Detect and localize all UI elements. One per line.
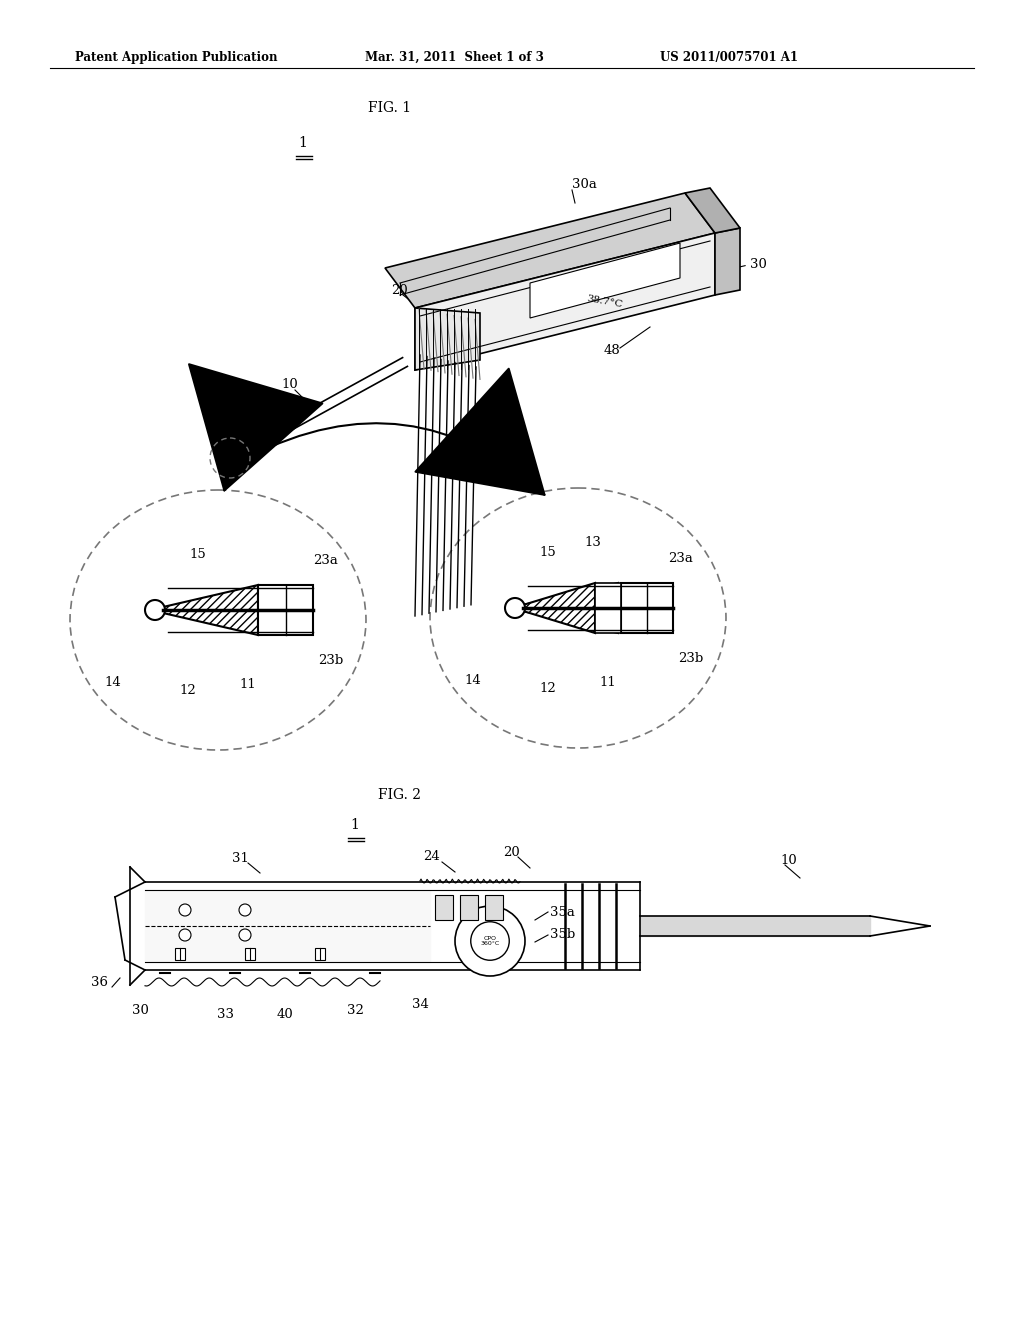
Text: 24: 24 [424,850,440,863]
Text: FIG. 1: FIG. 1 [369,102,412,115]
Polygon shape [258,585,313,635]
Text: CPO
360°C: CPO 360°C [480,936,500,946]
Text: 31: 31 [231,851,249,865]
Polygon shape [145,890,430,962]
Text: 35a: 35a [550,906,574,919]
Text: 10: 10 [780,854,797,866]
Text: 23a: 23a [668,552,693,565]
Text: 20: 20 [504,846,520,858]
Text: 11: 11 [600,676,616,689]
Text: 30: 30 [131,1003,148,1016]
Polygon shape [715,228,740,294]
Circle shape [455,906,525,975]
Text: 23b: 23b [678,652,703,664]
Text: 14: 14 [104,676,122,689]
Text: 48: 48 [603,343,621,356]
Text: 12: 12 [540,681,556,694]
Text: 15: 15 [540,546,556,560]
Text: 12: 12 [179,684,197,697]
Text: 33: 33 [216,1008,233,1022]
Polygon shape [523,583,618,634]
Text: 34: 34 [412,998,428,1011]
Circle shape [505,598,525,618]
Text: 23a: 23a [313,553,338,566]
Text: 35b: 35b [550,928,575,941]
Text: 23b: 23b [318,653,343,667]
Circle shape [179,904,191,916]
Polygon shape [415,234,715,370]
Circle shape [179,929,191,941]
Polygon shape [685,187,740,234]
Polygon shape [415,308,480,370]
Polygon shape [163,585,258,635]
Text: 38.7°C: 38.7°C [587,294,624,310]
Polygon shape [385,193,715,308]
Text: 30: 30 [750,259,767,272]
Text: FIG. 2: FIG. 2 [379,788,422,803]
Text: Mar. 31, 2011  Sheet 1 of 3: Mar. 31, 2011 Sheet 1 of 3 [365,50,544,63]
Bar [245,948,255,960]
Polygon shape [523,583,595,634]
Bar [435,895,453,920]
Text: 30a: 30a [572,178,597,191]
Text: 11: 11 [240,678,256,692]
Polygon shape [621,583,673,634]
Text: 32: 32 [346,1003,364,1016]
Text: 36: 36 [91,975,109,989]
Circle shape [239,904,251,916]
Circle shape [239,929,251,941]
Bar [175,948,185,960]
Polygon shape [530,243,680,318]
Text: 1: 1 [299,136,307,150]
Bar [460,895,478,920]
Text: 14: 14 [465,673,481,686]
Text: 40: 40 [276,1008,293,1022]
Text: 13: 13 [585,536,601,549]
Text: 20: 20 [391,284,409,297]
Bar [485,895,503,920]
Text: Patent Application Publication: Patent Application Publication [75,50,278,63]
Polygon shape [595,583,621,634]
Circle shape [145,601,165,620]
Text: 10: 10 [282,379,298,392]
Text: 15: 15 [189,549,207,561]
Text: 1: 1 [350,818,359,832]
Circle shape [471,921,509,960]
Text: US 2011/0075701 A1: US 2011/0075701 A1 [660,50,798,63]
Bar [315,948,325,960]
